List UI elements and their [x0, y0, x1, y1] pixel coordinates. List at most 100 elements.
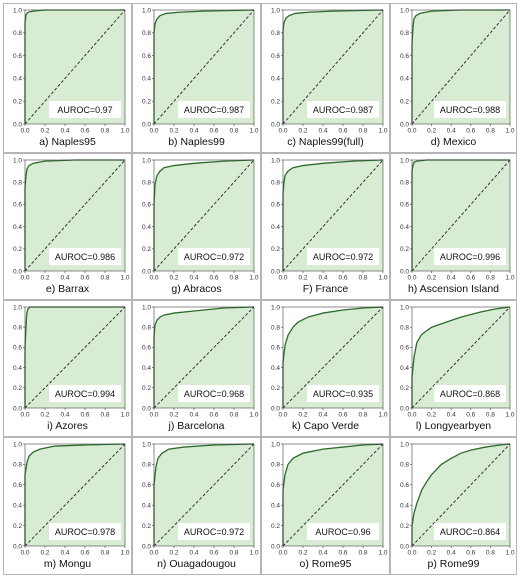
- x-tick-label: 0.0: [407, 275, 416, 282]
- x-tick-label: 0.8: [486, 550, 495, 557]
- x-tick-label: 0.6: [466, 128, 475, 135]
- y-tick-label: 0.4: [142, 76, 151, 83]
- x-tick-label: 0.0: [149, 128, 158, 135]
- y-tick-label: 0.0: [400, 405, 409, 412]
- x-tick-label: 0.4: [60, 275, 69, 282]
- x-tick-label: 1.0: [120, 550, 129, 557]
- x-tick-label: 0.6: [80, 128, 89, 135]
- y-tick-label: 1.0: [271, 304, 280, 311]
- y-tick-label: 0.4: [13, 365, 22, 372]
- roc-chart-svg: 0.0 0.2 0.4 0.6 0.8 1.0 0.0 0.2 0.4 0.6 0.8 1.0 AURO…: [400, 304, 515, 419]
- x-tick-label: 1.0: [120, 412, 129, 419]
- roc-curve-line: [153, 443, 255, 546]
- y-tick-label: 0.4: [400, 503, 409, 510]
- roc-curve-line: [411, 306, 511, 408]
- auroc-label-box: [307, 523, 379, 540]
- panel-caption: j) Barcelona: [168, 420, 225, 432]
- auroc-label-box: [178, 101, 250, 118]
- x-tick-label: 0.0: [20, 275, 29, 282]
- y-tick-label: 1.0: [271, 157, 280, 164]
- axes-frame: [153, 159, 255, 272]
- x-tick-label: 0.2: [40, 550, 49, 557]
- x-tick-label: 0.4: [189, 550, 198, 557]
- y-tick-label: 0.6: [271, 53, 280, 60]
- roc-panel: 0.0 0.2 0.4 0.6 0.8 1.0 0.0 0.2 0.4 0.6 0.8 1.0 AURO…: [3, 437, 132, 575]
- y-tick-label: 0.4: [400, 365, 409, 372]
- x-tick-label: 1.0: [505, 128, 514, 135]
- y-tick-label: 0.4: [271, 224, 280, 231]
- roc-panel: 0.0 0.2 0.4 0.6 0.8 1.0 0.0 0.2 0.4 0.6 0.8 1.0 AURO…: [3, 300, 132, 437]
- auroc-value-label: AUROC=0.972: [184, 252, 244, 262]
- panel-caption: k) Capo Verde: [291, 420, 360, 432]
- axes-frame: [24, 159, 126, 272]
- auroc-value-label: AUROC=0.935: [313, 389, 373, 399]
- auroc-value-label: AUROC=0.996: [440, 252, 500, 262]
- auroc-value-label: AUROC=0.994: [55, 389, 115, 399]
- x-tick-label: 0.8: [486, 412, 495, 419]
- y-tick-label: 1.0: [271, 7, 280, 14]
- x-tick-label: 0.8: [358, 412, 367, 419]
- auroc-value-label: AUROC=0.97: [57, 105, 112, 115]
- roc-chart-svg: 0.0 0.2 0.4 0.6 0.8 1.0 0.0 0.2 0.4 0.6 0.8 1.0 AURO…: [13, 7, 130, 135]
- roc-panel: 0.0 0.2 0.4 0.6 0.8 1.0 0.0 0.2 0.4 0.6 0.8 1.0 AURO…: [390, 3, 517, 153]
- x-tick-label: 0.4: [318, 412, 327, 419]
- chance-diagonal-line: [282, 443, 384, 547]
- y-tick-label: 0.6: [142, 53, 151, 60]
- x-tick-label: 0.8: [486, 128, 495, 135]
- auroc-value-label: AUROC=0.986: [55, 252, 115, 262]
- x-tick-label: 0.4: [447, 550, 456, 557]
- x-tick-label: 1.0: [378, 128, 387, 135]
- y-tick-label: 0.0: [13, 405, 22, 412]
- x-tick-label: 0.4: [189, 128, 198, 135]
- panel-caption: o) Rome95: [299, 558, 352, 570]
- auroc-value-label: AUROC=0.864: [440, 527, 500, 537]
- x-tick-label: 0.4: [60, 550, 69, 557]
- x-tick-label: 0.0: [20, 412, 29, 419]
- y-tick-label: 0.8: [13, 30, 22, 37]
- roc-chart-svg: 0.0 0.2 0.4 0.6 0.8 1.0 0.0 0.2 0.4 0.6 0.8 1.0 AURO…: [142, 7, 259, 135]
- axes-frame: [411, 443, 511, 547]
- y-tick-label: 1.0: [13, 441, 22, 448]
- panel-caption: n) Ouagadougou: [157, 558, 236, 570]
- y-tick-label: 0.2: [271, 99, 280, 106]
- x-tick-label: 0.4: [318, 128, 327, 135]
- y-tick-label: 0.0: [271, 543, 280, 550]
- y-tick-label: 0.4: [271, 503, 280, 510]
- x-tick-label: 0.2: [298, 128, 307, 135]
- y-tick-label: 1.0: [400, 441, 409, 448]
- y-tick-label: 0.8: [13, 462, 22, 469]
- y-tick-label: 0.6: [142, 345, 151, 352]
- axes-frame: [282, 306, 384, 409]
- auroc-value-label: AUROC=0.987: [313, 105, 373, 115]
- y-tick-label: 1.0: [400, 157, 409, 164]
- panel-caption: d) Mexico: [430, 136, 477, 148]
- y-tick-label: 0.6: [13, 482, 22, 489]
- roc-panel: 0.0 0.2 0.4 0.6 0.8 1.0 0.0 0.2 0.4 0.6 0.8 1.0 AURO…: [132, 300, 261, 437]
- y-tick-label: 0.0: [142, 268, 151, 275]
- y-tick-label: 0.2: [142, 246, 151, 253]
- x-tick-label: 0.0: [278, 550, 287, 557]
- y-tick-label: 0.0: [13, 543, 22, 550]
- roc-chart-svg: 0.0 0.2 0.4 0.6 0.8 1.0 0.0 0.2 0.4 0.6 0.8 1.0 AURO…: [271, 304, 388, 419]
- axes-frame: [24, 306, 126, 409]
- roc-curve-line: [282, 443, 384, 546]
- roc-panel: 0.0 0.2 0.4 0.6 0.8 1.0 0.0 0.2 0.4 0.6 0.8 1.0 AURO…: [261, 153, 390, 300]
- y-tick-label: 0.4: [271, 365, 280, 372]
- y-tick-label: 0.0: [271, 268, 280, 275]
- y-tick-label: 0.0: [271, 121, 280, 128]
- x-tick-label: 0.8: [358, 550, 367, 557]
- x-tick-label: 1.0: [120, 128, 129, 135]
- y-tick-label: 0.2: [142, 99, 151, 106]
- y-tick-label: 0.6: [142, 482, 151, 489]
- y-tick-label: 0.8: [271, 180, 280, 187]
- x-tick-label: 0.2: [427, 275, 436, 282]
- axes-frame: [282, 159, 384, 272]
- y-tick-label: 0.4: [13, 224, 22, 231]
- y-tick-label: 0.0: [142, 121, 151, 128]
- axes-frame: [24, 443, 126, 547]
- auroc-value-label: AUROC=0.988: [440, 105, 500, 115]
- x-tick-label: 0.8: [229, 275, 238, 282]
- y-tick-label: 0.2: [142, 523, 151, 530]
- x-tick-label: 0.0: [278, 275, 287, 282]
- y-tick-label: 0.8: [142, 462, 151, 469]
